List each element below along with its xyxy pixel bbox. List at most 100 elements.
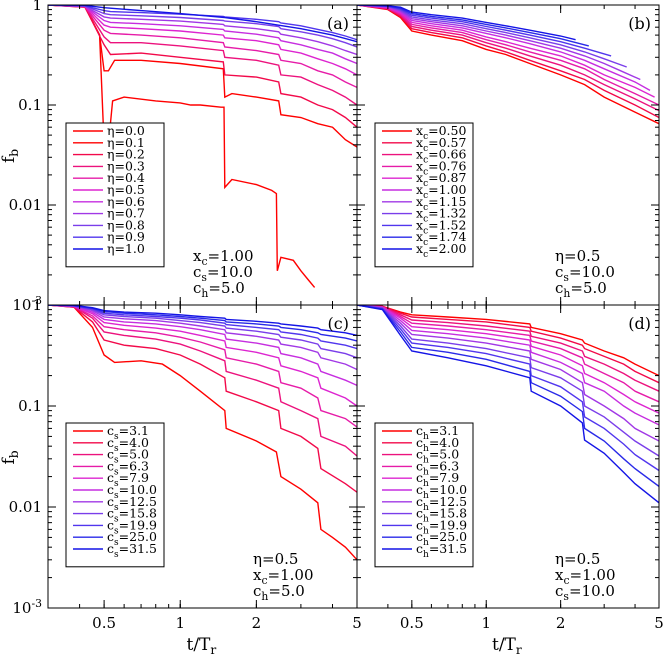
x-tick-label: 2 bbox=[556, 614, 566, 632]
x-tick-label: 0.5 bbox=[92, 614, 116, 632]
panel-tag: (b) bbox=[628, 14, 651, 33]
y-tick-label: 10-3 bbox=[12, 597, 42, 617]
series-line-6 bbox=[48, 5, 357, 65]
panel-tag: (a) bbox=[327, 14, 349, 33]
series-line-1 bbox=[357, 5, 659, 119]
series-line-1 bbox=[357, 305, 659, 384]
legend-label-1: xc=0.57 bbox=[416, 135, 466, 154]
series-line-7 bbox=[357, 305, 659, 457]
legend-label-5: ch=10.0 bbox=[416, 482, 467, 501]
legend-label-1: cs=4.0 bbox=[107, 435, 149, 454]
series-group bbox=[48, 5, 357, 288]
legend-label-10: xc=2.00 bbox=[416, 241, 466, 260]
series-line-8 bbox=[48, 305, 357, 350]
legend-label-7: cs=15.8 bbox=[107, 506, 157, 525]
plot-frame bbox=[356, 304, 660, 609]
x-tick-label: 5 bbox=[352, 614, 362, 632]
annotation-line-1: cs=10.0 bbox=[193, 263, 253, 284]
series-line-6 bbox=[48, 305, 357, 371]
legend-label-3: η=0.3 bbox=[107, 158, 145, 173]
legend-label-0: η=0.0 bbox=[107, 123, 145, 138]
legend-label-8: xc=1.52 bbox=[416, 217, 466, 236]
legend-label-2: cs=5.0 bbox=[107, 447, 149, 466]
legend-label-4: cs=7.9 bbox=[107, 470, 149, 489]
legend-label-4: xc=0.87 bbox=[416, 170, 466, 189]
annotation-line-1: xc=1.00 bbox=[253, 566, 314, 587]
legend-label-3: xc=0.76 bbox=[416, 158, 466, 177]
series-line-10 bbox=[48, 305, 357, 337]
y-tick-label: 0.01 bbox=[9, 498, 42, 516]
series-line-4 bbox=[48, 305, 357, 407]
legend-label-4: η=0.4 bbox=[107, 170, 145, 185]
legend-label-2: η=0.2 bbox=[107, 147, 145, 162]
legend-label-5: cs=10.0 bbox=[107, 482, 157, 501]
legend-label-9: xc=1.74 bbox=[416, 229, 466, 248]
series-line-3 bbox=[357, 5, 659, 106]
legend-label-0: xc=0.50 bbox=[416, 123, 466, 142]
legend-label-9: cs=25.0 bbox=[107, 529, 157, 548]
legend-label-4: ch=7.9 bbox=[416, 470, 459, 489]
legend-label-8: ch=19.9 bbox=[416, 517, 467, 536]
series-group bbox=[48, 305, 357, 561]
series-line-3 bbox=[48, 5, 357, 106]
panel-d: 0.5 1 2 5t/Tr(d)ch=3.1ch=4.0ch=5.0ch=6.3ch=… bbox=[356, 304, 664, 654]
x-tick-label: 5 bbox=[654, 614, 664, 632]
legend-label-9: ch=25.0 bbox=[416, 529, 467, 548]
series-line-6 bbox=[357, 5, 641, 81]
y-tick-label: 1 bbox=[32, 296, 42, 314]
legend-label-6: η=0.6 bbox=[107, 194, 145, 209]
series-line-1 bbox=[48, 305, 357, 493]
legend-box bbox=[65, 422, 165, 568]
legend-label-7: ch=15.8 bbox=[416, 506, 467, 525]
annotation-line-0: η=0.5 bbox=[253, 550, 298, 568]
legend-label-3: cs=6.3 bbox=[107, 458, 149, 477]
annotation-line-2: ch=5.0 bbox=[555, 279, 607, 300]
legend-label-2: ch=5.0 bbox=[416, 447, 459, 466]
series-line-5 bbox=[48, 305, 357, 387]
series-line-4 bbox=[357, 305, 659, 414]
x-axis-label: t/Tr bbox=[492, 635, 522, 654]
legend-label-5: η=0.5 bbox=[107, 182, 145, 197]
y-axis-label: fb bbox=[0, 450, 21, 464]
legend-label-0: cs=3.1 bbox=[107, 423, 149, 442]
legend-box bbox=[65, 122, 165, 268]
series-line-10 bbox=[357, 305, 659, 504]
series-line-5 bbox=[357, 305, 659, 426]
y-tick-label: 0.1 bbox=[18, 397, 42, 415]
legend-label-7: η=0.7 bbox=[107, 206, 145, 221]
series-line-2 bbox=[357, 305, 659, 392]
annotation-line-1: cs=10.0 bbox=[555, 263, 615, 284]
series-line-0 bbox=[357, 5, 659, 125]
legend-label-6: cs=12.5 bbox=[107, 494, 157, 513]
legend-label-3: ch=6.3 bbox=[416, 458, 459, 477]
series-line-8 bbox=[48, 5, 357, 48]
x-tick-label: 2 bbox=[252, 614, 262, 632]
legend-box bbox=[374, 122, 474, 268]
x-axis-label: t/Tr bbox=[187, 635, 217, 654]
series-line-9 bbox=[48, 305, 357, 342]
legend-label-10: cs=31.5 bbox=[107, 541, 157, 560]
series-line-3 bbox=[48, 305, 357, 428]
annotation-line-2: ch=5.0 bbox=[253, 582, 305, 603]
legend-label-10: η=1.0 bbox=[107, 241, 145, 256]
series-line-2 bbox=[357, 5, 659, 112]
series-line-10 bbox=[357, 5, 576, 41]
series-line-3 bbox=[357, 305, 659, 403]
legend-label-1: η=0.1 bbox=[107, 135, 145, 150]
series-line-0 bbox=[357, 305, 659, 377]
panel-b: (b)xc=0.50xc=0.57xc=0.66xc=0.76xc=0.87xc… bbox=[356, 4, 660, 306]
series-line-2 bbox=[48, 305, 357, 457]
panel-tag: (d) bbox=[628, 314, 651, 333]
legend-label-5: xc=1.00 bbox=[416, 182, 466, 201]
series-line-8 bbox=[357, 305, 659, 472]
series-line-4 bbox=[357, 5, 655, 98]
legend-label-0: ch=3.1 bbox=[416, 423, 459, 442]
series-line-2 bbox=[48, 5, 357, 128]
annotation-line-1: xc=1.00 bbox=[555, 566, 616, 587]
annotation-line-0: η=0.5 bbox=[555, 247, 600, 265]
legend-box bbox=[374, 422, 474, 568]
x-tick-label: 0.5 bbox=[400, 614, 424, 632]
series-group bbox=[357, 305, 659, 504]
annotation-line-0: xc=1.00 bbox=[193, 247, 254, 268]
